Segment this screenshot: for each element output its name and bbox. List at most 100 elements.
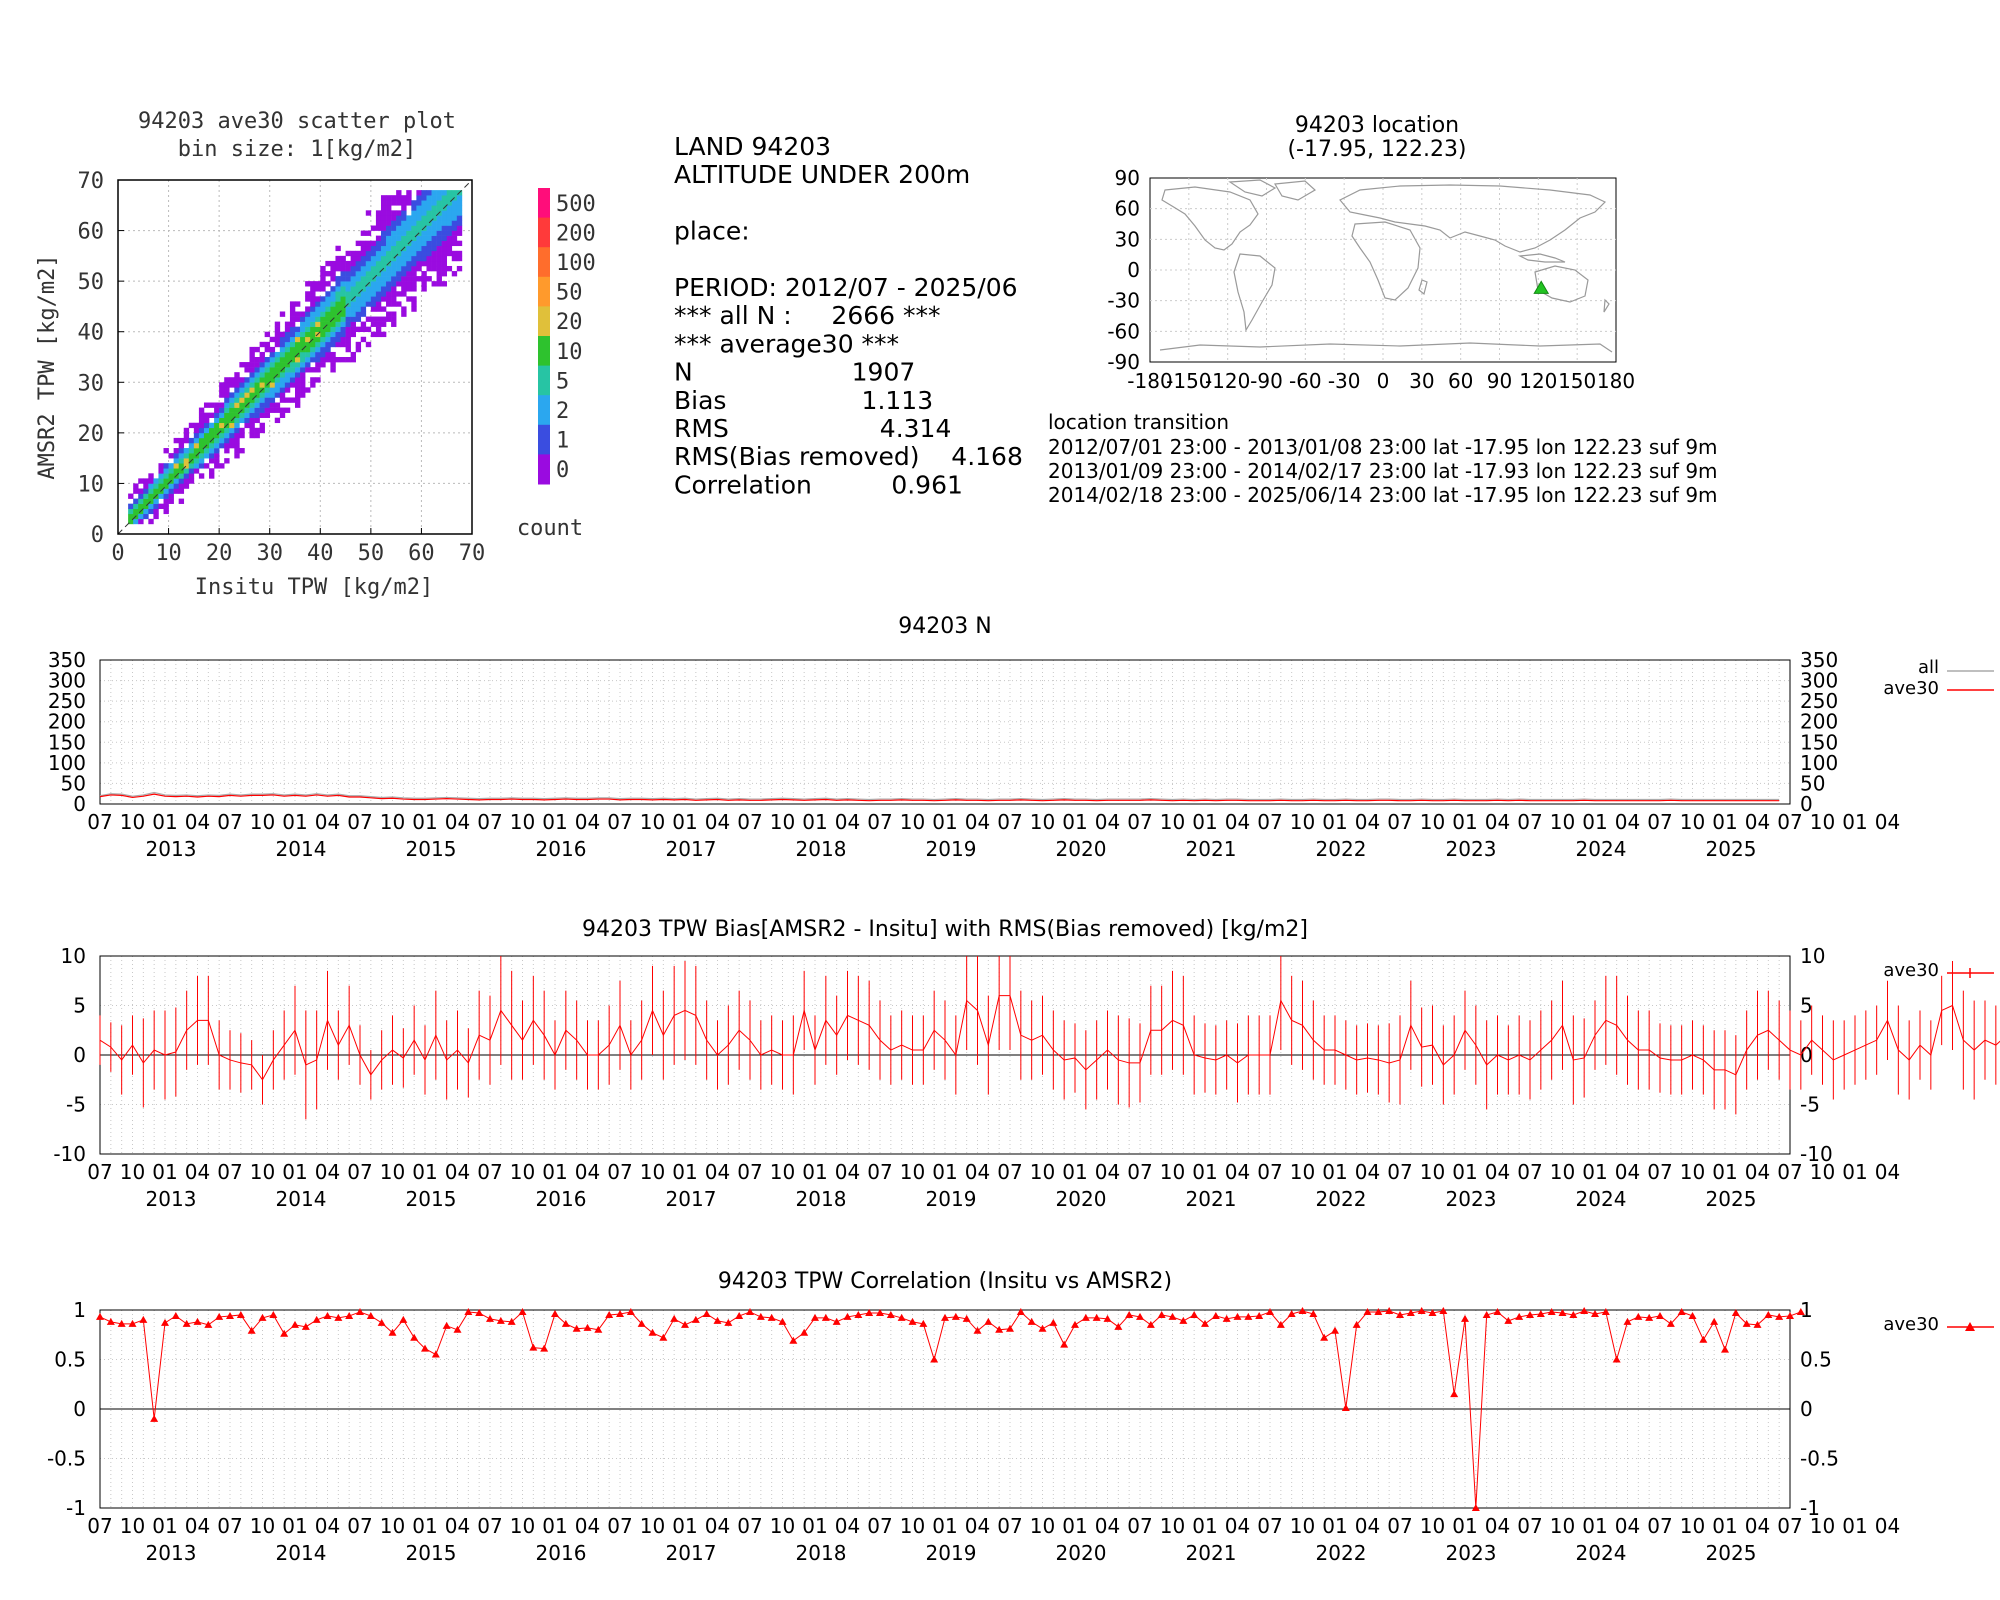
- scatter-bin-cell: [183, 478, 190, 484]
- scatter-bin-cell: [370, 296, 377, 302]
- correlation-marker: [1493, 1307, 1502, 1315]
- scatter-bin-cell: [295, 316, 301, 322]
- scatter-bin-cell: [310, 346, 316, 353]
- scatter-bin-cell: [386, 316, 392, 322]
- scatter-bin-cell: [335, 265, 341, 272]
- scatter-bin-cell: [249, 362, 255, 368]
- scatter-bin-cell: [421, 286, 427, 292]
- scatter-bin-cell: [193, 427, 200, 434]
- scatter-bin-cell: [335, 331, 341, 338]
- month-tick-label: 10: [510, 1514, 535, 1538]
- correlation-marker: [1699, 1335, 1708, 1343]
- scatter-bin-cell: [340, 357, 346, 363]
- month-tick-label: 04: [185, 1514, 210, 1538]
- scatter-bin-cell: [249, 377, 255, 383]
- map-lon-label: 150: [1558, 369, 1596, 393]
- scatter-bin-cell: [441, 225, 448, 231]
- scatter-bin-cell: [335, 316, 341, 322]
- scatter-bin-cell: [396, 230, 402, 236]
- correlation-marker: [236, 1310, 245, 1318]
- year-label: 2025: [1706, 1541, 1757, 1565]
- scatter-bin-cell: [143, 513, 149, 520]
- scatter-bin-cell: [360, 296, 367, 302]
- correlation-marker: [1114, 1322, 1123, 1330]
- scatter-bin-cell: [320, 306, 326, 312]
- scatter-bin-cell: [128, 503, 134, 510]
- scatter-bin-cell: [355, 311, 362, 317]
- scatter-bin-cell: [295, 346, 301, 353]
- scatter-bin-cell: [370, 321, 377, 327]
- correlation-marker: [1775, 1312, 1784, 1320]
- month-tick-label: 10: [120, 1514, 145, 1538]
- scatter-bin-cell: [203, 432, 210, 439]
- info-line: PERIOD: 2012/07 - 2025/06: [674, 273, 1018, 302]
- year-label: 2019: [926, 837, 977, 861]
- scatter-bin-cell: [421, 195, 427, 201]
- year-label: 2014: [276, 837, 327, 861]
- scatter-bin-cell: [310, 351, 316, 358]
- scatter-bin-cell: [380, 200, 387, 206]
- scatter-bin-cell: [153, 483, 159, 489]
- month-tick-label: 01: [1712, 1514, 1737, 1538]
- scatter-bin-cell: [173, 453, 179, 459]
- correlation-marker: [1417, 1306, 1426, 1314]
- ytick-label-left: 5: [73, 994, 86, 1018]
- scatter-bin-cell: [269, 357, 276, 363]
- month-tick-label: 07: [1647, 810, 1672, 834]
- ytick-label-right: 350: [1800, 648, 1838, 672]
- scatter-bin-cell: [310, 301, 316, 307]
- month-tick-label: 10: [1290, 1160, 1315, 1184]
- colorbar-segment: [538, 395, 550, 426]
- scatter-bin-cell: [380, 240, 387, 247]
- scatter-bin-cell: [411, 240, 417, 247]
- scatter-bin-cell: [279, 346, 286, 353]
- scatter-bin-cell: [193, 458, 200, 464]
- scatter-bin-cell: [249, 422, 255, 429]
- scatter-bin-cell: [411, 281, 417, 287]
- scatter-bin-cell: [431, 240, 437, 247]
- scatter-bin-cell: [350, 281, 356, 287]
- month-tick-label: 04: [445, 1514, 470, 1538]
- scatter-bin-cell: [203, 417, 210, 424]
- scatter-bin-cell: [254, 346, 260, 353]
- scatter-bin-cell: [325, 341, 331, 348]
- correlation-marker: [670, 1314, 679, 1322]
- scatter-bin-cell: [239, 448, 245, 454]
- scatter-bin-cell: [320, 331, 326, 338]
- scatter-bin-cell: [214, 442, 220, 449]
- scatter-bin-cell: [360, 240, 367, 247]
- scatter-bin-cell: [386, 205, 392, 211]
- month-tick-label: 01: [932, 1160, 957, 1184]
- scatter-bin-cell: [386, 311, 392, 317]
- scatter-bin-cell: [360, 260, 367, 267]
- scatter-bin-cell: [340, 316, 346, 322]
- scatter-bin-cell: [300, 387, 306, 393]
- scatter-bin-cell: [350, 357, 356, 363]
- scatter-bin-cell: [295, 357, 301, 363]
- map-lon-label: -30: [1328, 369, 1361, 393]
- scatter-bin-cell: [345, 336, 351, 343]
- scatter-bin-cell: [386, 200, 392, 206]
- scatter-bin-cell: [214, 417, 220, 424]
- correlation-marker: [1536, 1309, 1545, 1317]
- scatter-bin-cell: [269, 351, 276, 358]
- correlation-marker: [464, 1307, 473, 1315]
- correlation-marker: [345, 1311, 354, 1319]
- scatter-bin-cell: [350, 250, 356, 257]
- correlation-marker: [1796, 1307, 1805, 1315]
- scatter-bin-cell: [416, 265, 422, 272]
- location-transition: location transition 2012/07/01 23:00 - 2…: [1048, 410, 1718, 507]
- month-tick-label: 10: [640, 1160, 665, 1184]
- scatter-bin-cell: [446, 230, 453, 236]
- year-label: 2022: [1316, 1187, 1367, 1211]
- month-tick-label: 07: [1257, 1160, 1282, 1184]
- correlation-marker: [1081, 1313, 1090, 1321]
- scatter-bin-cell: [148, 483, 154, 489]
- month-tick-label: 01: [1712, 810, 1737, 834]
- scatter-bin-cell: [148, 488, 154, 494]
- scatter-bin-cell: [310, 357, 316, 363]
- scatter-bin-cell: [350, 286, 356, 292]
- month-tick-label: 04: [575, 810, 600, 834]
- scatter-bin-cell: [370, 255, 377, 262]
- scatter-bin-cell: [224, 458, 230, 464]
